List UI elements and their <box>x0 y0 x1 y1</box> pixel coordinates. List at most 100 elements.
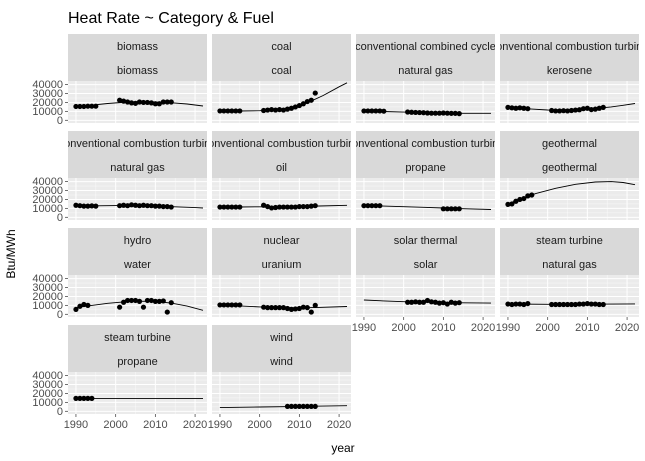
data-point <box>300 101 306 107</box>
y-tick-label: 0 <box>57 309 63 321</box>
data-point <box>424 110 431 116</box>
data-point <box>229 108 235 114</box>
facet-panel: nuclear uranium <box>212 228 351 317</box>
data-point <box>369 203 375 209</box>
data-point <box>296 102 302 109</box>
data-point <box>124 99 131 105</box>
facet-strip-label-category: solar thermal <box>394 235 458 247</box>
data-point <box>296 203 302 210</box>
data-point <box>505 104 511 110</box>
data-point <box>373 108 379 114</box>
y-tick-label: 40000 <box>32 273 63 285</box>
data-point <box>365 108 371 114</box>
data-point <box>560 301 567 308</box>
facet-strip-label-fuel: oil <box>276 162 287 174</box>
data-point <box>124 203 131 209</box>
data-point <box>132 297 139 304</box>
x-tick-label: 2020 <box>615 322 639 334</box>
data-point <box>572 107 579 113</box>
data-point <box>81 203 87 209</box>
data-point <box>121 98 127 104</box>
data-point <box>221 204 227 210</box>
data-point <box>525 193 531 199</box>
data-point <box>584 105 590 111</box>
data-point <box>136 298 143 304</box>
facet-strip-label-fuel: natural gas <box>398 65 453 77</box>
data-point <box>280 204 287 210</box>
data-point <box>505 301 511 307</box>
data-point <box>73 103 79 110</box>
facet-strip <box>68 34 207 81</box>
facet-strip-label-category: nuclear <box>263 235 299 247</box>
data-point <box>89 203 95 209</box>
data-point <box>292 403 298 410</box>
data-point <box>229 204 235 210</box>
data-point <box>265 305 271 311</box>
facet-strip-label-fuel: biomass <box>117 65 158 77</box>
data-point <box>361 108 367 114</box>
data-point <box>576 301 583 307</box>
data-point <box>237 108 243 114</box>
data-point <box>148 203 154 209</box>
facet-strip <box>68 228 207 275</box>
data-point <box>152 101 158 107</box>
data-point <box>284 204 291 210</box>
data-point <box>265 107 271 113</box>
data-point <box>416 299 423 305</box>
facet-panel: conventional combustion turbine natural g… <box>32 131 207 224</box>
data-point <box>272 204 279 211</box>
data-point <box>600 104 606 110</box>
data-point <box>576 107 583 113</box>
y-tick-label: 40000 <box>32 176 63 188</box>
data-point <box>405 299 411 305</box>
y-tick-label: 40000 <box>32 370 63 382</box>
data-point <box>312 203 318 209</box>
data-point <box>280 107 287 113</box>
facet-strip-label-fuel: propane <box>117 356 157 368</box>
data-point <box>160 99 166 105</box>
chart-title: Heat Rate ~ Category & Fuel <box>68 10 274 27</box>
data-point <box>296 305 302 312</box>
data-point <box>237 204 243 210</box>
x-tick-label: 1990 <box>496 322 520 334</box>
data-point <box>168 204 174 210</box>
data-point <box>513 301 519 307</box>
data-point <box>268 205 275 211</box>
facet-strip <box>356 228 495 275</box>
data-point <box>225 302 231 308</box>
facet-strip-label-fuel: water <box>123 259 151 271</box>
data-point <box>225 204 231 210</box>
data-point <box>81 395 87 401</box>
data-point <box>452 110 458 116</box>
facet-strip-label-fuel: solar <box>414 259 438 271</box>
data-point <box>568 107 575 114</box>
data-point <box>452 300 458 306</box>
data-point <box>509 301 515 308</box>
data-point <box>509 201 515 207</box>
data-point <box>237 302 243 308</box>
data-point <box>140 99 147 106</box>
data-point <box>225 108 231 114</box>
facet-strip <box>212 228 351 275</box>
data-point <box>156 298 162 304</box>
data-point <box>81 301 87 308</box>
data-point <box>164 99 170 105</box>
data-point <box>444 301 450 307</box>
facet-panel: geothermal geothermal <box>500 131 639 220</box>
y-tick-label: 10000 <box>32 106 63 118</box>
facet-strip <box>212 325 351 372</box>
data-point <box>272 107 279 113</box>
data-point <box>580 301 587 307</box>
x-tick-label: 2010 <box>575 322 599 334</box>
facet-strip-label-fuel: propane <box>405 162 445 174</box>
data-point <box>436 110 442 116</box>
data-point <box>308 203 314 209</box>
data-point <box>517 105 523 111</box>
y-tick-label: 20000 <box>32 97 63 109</box>
data-point <box>549 301 555 308</box>
data-point <box>117 203 123 209</box>
x-tick-label: 1990 <box>64 419 88 431</box>
data-point <box>152 298 158 304</box>
x-tick-label: 2020 <box>183 419 207 431</box>
data-point <box>276 305 283 311</box>
